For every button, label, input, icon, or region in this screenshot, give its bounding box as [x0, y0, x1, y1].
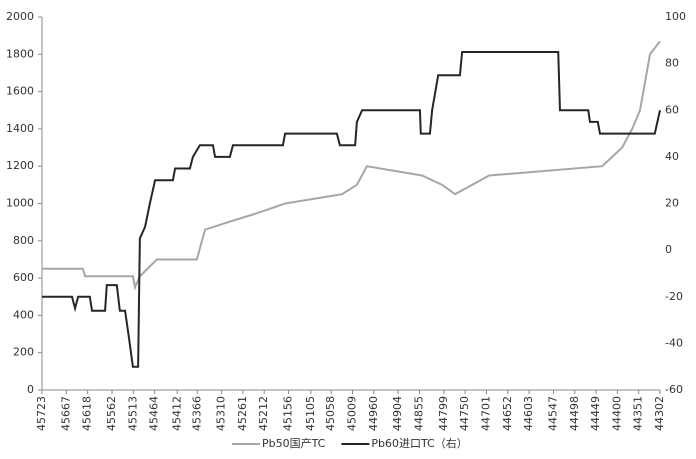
y2-tick-label: -60	[665, 383, 683, 396]
y2-tick-label: 80	[665, 57, 679, 70]
y2-tick-label: 100	[665, 10, 686, 23]
x-tick-label: 45366	[190, 396, 203, 431]
x-tick-label: 45310	[215, 396, 228, 431]
x-tick-label: 44351	[632, 396, 645, 431]
x-tick-label: 45058	[324, 396, 337, 431]
y-tick-label: 2000	[6, 10, 34, 23]
y-tick-label: 1600	[6, 85, 34, 98]
y-tick-label: 1800	[6, 47, 34, 60]
x-tick-label: 44652	[501, 396, 514, 431]
series-line	[42, 50, 661, 368]
y2-tick-label: 40	[665, 150, 679, 163]
y-tick-label: 800	[13, 234, 34, 247]
x-tick-label: 45513	[126, 396, 139, 431]
x-tick-label: 44904	[391, 396, 404, 431]
x-tick-label: 45667	[59, 396, 72, 431]
x-tick-label: 44302	[653, 396, 666, 431]
y2-tick-label: 20	[665, 197, 679, 210]
x-tick-label: 44701	[479, 396, 492, 431]
y-tick-label: 600	[13, 271, 34, 284]
x-tick-label: 44400	[610, 396, 623, 431]
x-tick-label: 44750	[458, 396, 471, 431]
y2-tick-label: 0	[665, 243, 672, 256]
legend-label: Pb50国产TC	[262, 436, 326, 450]
x-tick-label: 45212	[257, 396, 270, 431]
y-tick-label: 400	[13, 308, 34, 321]
x-tick-label: 45723	[35, 396, 48, 431]
x-tick-label: 45618	[81, 396, 94, 431]
x-tick-label: 45156	[282, 396, 295, 431]
y-tick-label: 1000	[6, 197, 34, 210]
x-tick-label: 45562	[105, 396, 118, 431]
x-tick-label: 45464	[148, 396, 161, 431]
x-tick-label: 45412	[170, 396, 183, 431]
y2-tick-label: -40	[665, 336, 683, 349]
x-tick-label: 44547	[546, 396, 559, 431]
x-tick-label: 45009	[346, 396, 359, 431]
legend-label: Pb60进口TC（右）	[371, 436, 467, 450]
y-tick-label: 0	[27, 383, 34, 396]
x-tick-label: 44960	[367, 396, 380, 431]
x-tick-label: 44603	[522, 396, 535, 431]
x-tick-label: 45105	[304, 396, 317, 431]
x-tick-label: 44799	[437, 396, 450, 431]
series-line	[42, 40, 661, 291]
y-tick-label: 1400	[6, 122, 34, 135]
y2-tick-label: 60	[665, 103, 679, 116]
x-tick-label: 44449	[589, 396, 602, 431]
x-tick-label: 44498	[568, 396, 581, 431]
y-tick-label: 200	[13, 346, 34, 359]
x-tick-label: 44855	[412, 396, 425, 431]
y2-tick-label: -20	[665, 290, 683, 303]
y-tick-label: 1200	[6, 159, 34, 172]
x-tick-label: 45261	[236, 396, 249, 431]
